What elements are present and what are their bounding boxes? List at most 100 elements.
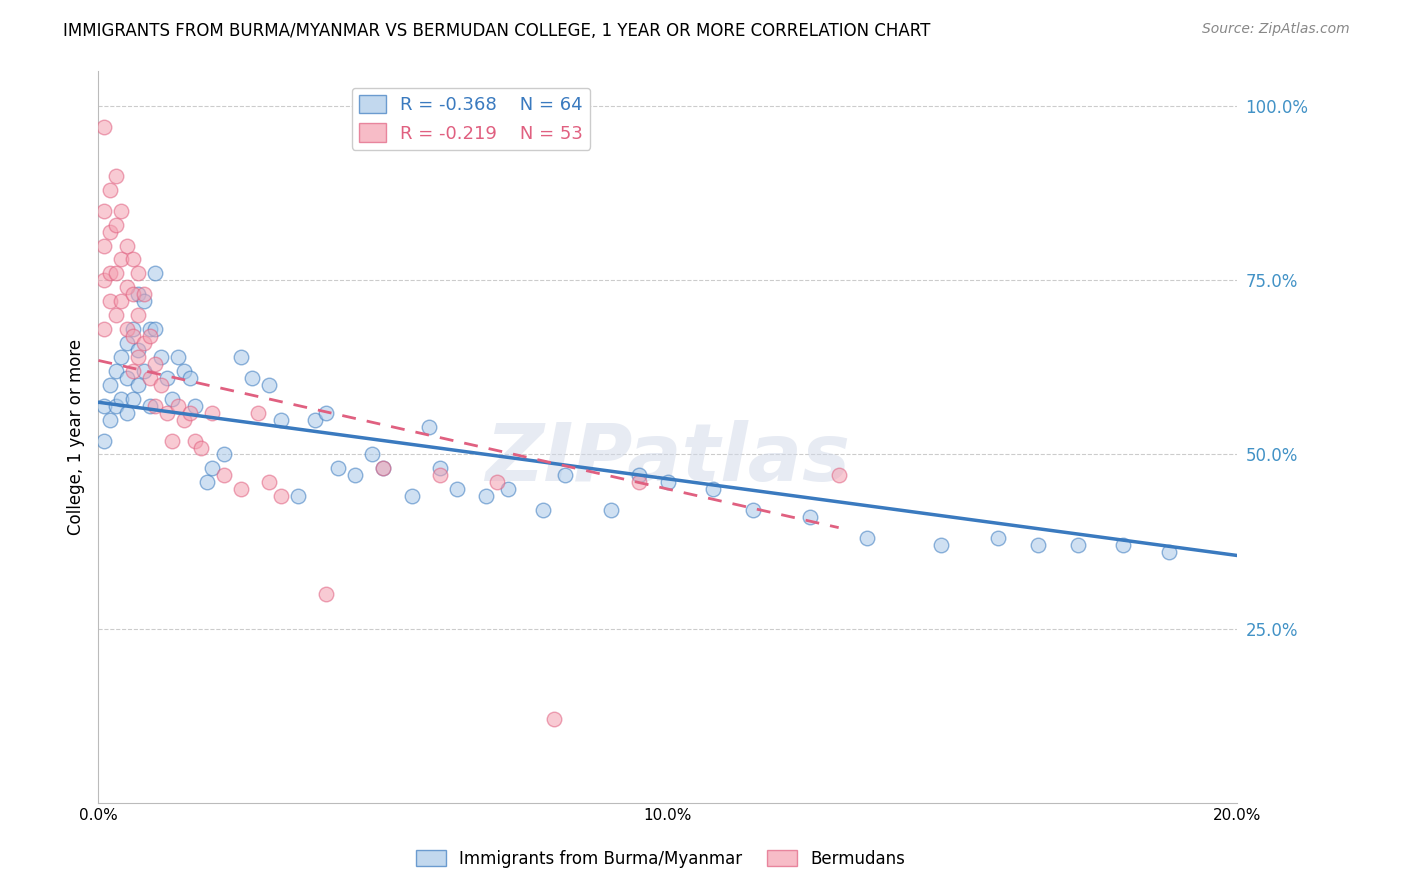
Point [1067,538,1090,552]
Point [115,322,138,336]
Point [132,287,155,301]
Point [104,218,127,232]
Point [543,712,565,726]
Point [856,531,879,545]
Point [628,468,651,483]
Point [115,371,138,385]
Point [127,377,149,392]
Point [104,169,127,183]
Point [1026,538,1049,552]
Point [121,392,143,406]
Legend: Immigrants from Burma/Myanmar, Bermudans: Immigrants from Burma/Myanmar, Bermudans [409,844,912,875]
Point [702,483,724,497]
Point [799,510,821,524]
Point [121,329,143,343]
Point [98,294,121,309]
Point [93,399,115,413]
Point [259,377,281,392]
Point [201,461,224,475]
Point [115,238,138,252]
Point [121,252,143,267]
Point [429,468,451,483]
Point [93,238,115,252]
Point [138,399,160,413]
Point [132,336,155,351]
Point [104,308,127,322]
Point [127,350,149,364]
Point [145,266,167,280]
Point [929,538,952,552]
Point [121,364,143,378]
Y-axis label: College, 1 year or more: College, 1 year or more [66,339,84,535]
Point [360,448,382,462]
Point [270,489,292,503]
Point [418,419,440,434]
Point [315,406,337,420]
Point [127,343,149,357]
Point [93,120,115,134]
Text: ZIPatlas: ZIPatlas [485,420,851,498]
Point [127,287,149,301]
Point [162,392,184,406]
Point [486,475,509,490]
Text: Source: ZipAtlas.com: Source: ZipAtlas.com [1202,22,1350,37]
Point [132,364,155,378]
Point [657,475,679,490]
Point [195,475,218,490]
Point [184,399,207,413]
Point [98,225,121,239]
Point [259,475,281,490]
Point [156,371,179,385]
Point [987,531,1010,545]
Point [173,364,195,378]
Point [474,489,496,503]
Point [104,399,127,413]
Point [304,412,326,426]
Point [138,371,160,385]
Point [190,441,212,455]
Point [229,483,252,497]
Point [212,468,235,483]
Point [828,468,851,483]
Point [600,503,623,517]
Point [110,294,132,309]
Point [93,273,115,287]
Point [156,406,179,420]
Point [498,483,520,497]
Point [201,406,224,420]
Point [212,448,235,462]
Point [446,483,468,497]
Point [1157,545,1180,559]
Point [162,434,184,448]
Point [93,203,115,218]
Point [138,329,160,343]
Point [343,468,366,483]
Point [145,322,167,336]
Point [373,461,395,475]
Point [98,183,121,197]
Legend: R = -0.368    N = 64, R = -0.219    N = 53: R = -0.368 N = 64, R = -0.219 N = 53 [352,87,591,150]
Point [179,406,201,420]
Point [98,266,121,280]
Point [150,377,173,392]
Point [326,461,349,475]
Point [93,322,115,336]
Point [531,503,554,517]
Point [554,468,576,483]
Point [173,412,195,426]
Point [401,489,423,503]
Point [98,412,121,426]
Point [246,406,269,420]
Point [184,434,207,448]
Text: IMMIGRANTS FROM BURMA/MYANMAR VS BERMUDAN COLLEGE, 1 YEAR OR MORE CORRELATION CH: IMMIGRANTS FROM BURMA/MYANMAR VS BERMUDA… [63,22,931,40]
Point [98,377,121,392]
Point [150,350,173,364]
Point [179,371,201,385]
Point [1112,538,1135,552]
Point [373,461,395,475]
Point [110,252,132,267]
Point [145,357,167,371]
Point [115,280,138,294]
Point [240,371,263,385]
Point [104,364,127,378]
